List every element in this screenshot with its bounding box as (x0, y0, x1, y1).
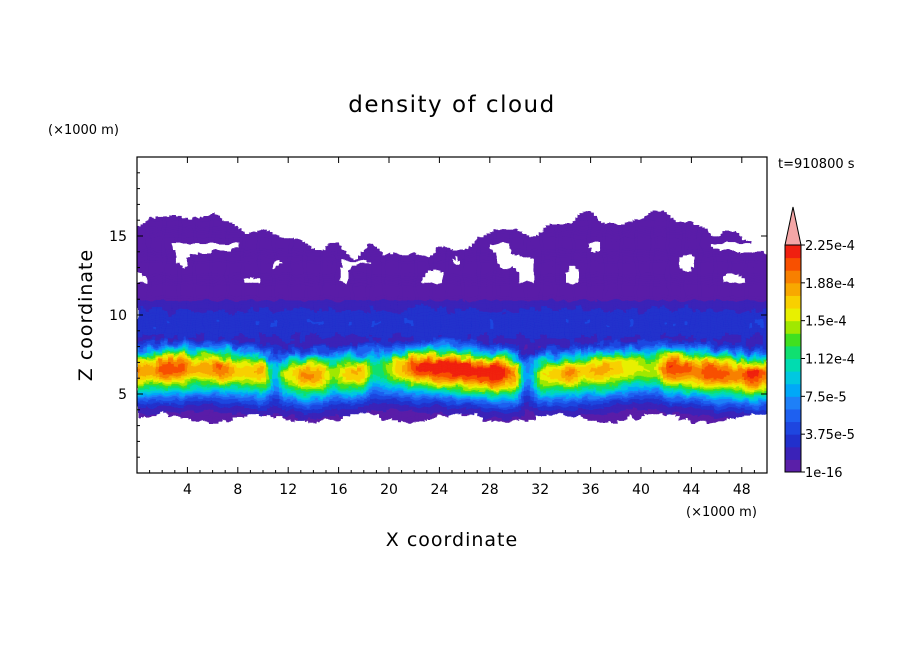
x-tick-label: 12 (279, 482, 297, 498)
x-axis-ticks: 4 8 12 16 20 24 28 32 36 40 44 48 (149, 157, 755, 498)
colorbar-label: 3.75e-5 (805, 428, 855, 443)
colorbar-swatch (785, 421, 801, 435)
y-tick-label: 15 (109, 229, 127, 245)
colorbar-swatch (785, 320, 801, 334)
cloud-density-field (137, 210, 767, 424)
colorbar-swatch (785, 408, 801, 423)
colorbar-label: 7.5e-5 (805, 390, 847, 405)
colorbar-swatch (785, 270, 801, 284)
x-unit-label: (×1000 m) (686, 505, 757, 520)
x-tick-label: 48 (733, 482, 751, 498)
time-label: t=910800 s (778, 157, 855, 172)
colorbar-swatch (785, 345, 801, 359)
colorbar-swatch (785, 333, 801, 347)
colorbar-swatch (785, 358, 801, 372)
x-tick-label: 44 (682, 482, 700, 498)
colorbar-swatch (785, 295, 801, 309)
colorbar-swatch (785, 308, 801, 322)
y-tick-label: 10 (109, 308, 127, 324)
y-axis-label: Z coordinate (75, 249, 97, 381)
x-tick-label: 36 (582, 482, 600, 498)
colorbar-label: 1.5e-4 (805, 315, 847, 330)
colorbar-swatch (785, 257, 801, 271)
colorbar-swatch (785, 459, 801, 473)
colorbar-label: 1.12e-4 (805, 353, 855, 368)
x-axis-label: X coordinate (386, 529, 518, 551)
y-axis-ticks: 5 10 15 (109, 172, 767, 458)
x-tick-label: 20 (380, 482, 398, 498)
x-tick-label: 40 (632, 482, 650, 498)
colorbar-swatch (785, 245, 801, 259)
colorbar-swatch (785, 434, 801, 448)
x-tick-label: 4 (183, 482, 192, 498)
y-unit-label: (×1000 m) (48, 123, 119, 138)
colorbar-label: 1.88e-4 (805, 277, 855, 292)
y-tick-label: 5 (118, 387, 127, 403)
colorbar-swatch (785, 446, 801, 460)
colorbar: 1e-16 3.75e-5 7.5e-5 1.12e-4 1.5e-4 1.88e-4 2.… (784, 206, 855, 481)
colorbar-swatch (785, 282, 801, 296)
x-tick-label: 28 (481, 482, 499, 498)
colorbar-extend-arrow (784, 206, 802, 246)
x-tick-label: 24 (430, 482, 448, 498)
colorbar-swatch (785, 396, 801, 410)
colorbar-label: 2.25e-4 (805, 239, 855, 254)
colorbar-swatch (785, 371, 801, 385)
x-tick-label: 16 (330, 482, 348, 498)
x-tick-label: 32 (531, 482, 549, 498)
colorbar-swatch (785, 383, 801, 397)
chart-title: density of cloud (348, 92, 555, 118)
colorbar-label: 1e-16 (805, 466, 843, 481)
x-tick-label: 8 (233, 482, 242, 498)
